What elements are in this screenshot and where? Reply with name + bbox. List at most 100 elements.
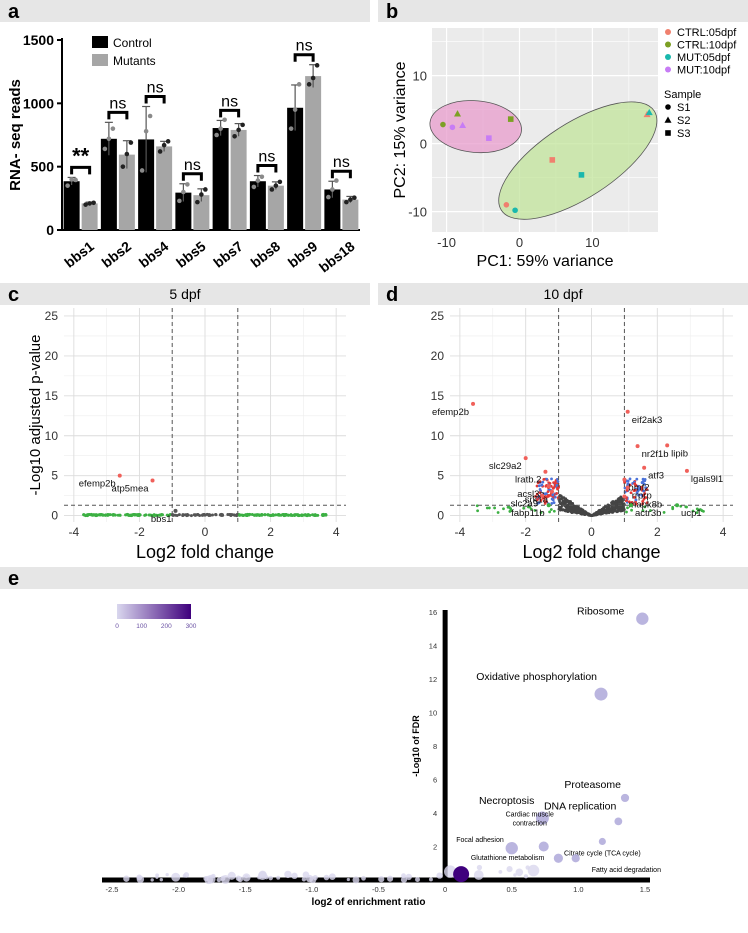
significance-label: ns xyxy=(184,157,201,174)
y-axis-label: RNA- seq reads xyxy=(7,79,24,191)
gene-point xyxy=(671,505,675,509)
bar xyxy=(156,146,173,230)
gene-label: eif2ak3 xyxy=(632,415,663,426)
pathway-bubble xyxy=(323,874,330,881)
gene-point xyxy=(269,514,273,518)
gene-point xyxy=(562,499,566,503)
pathway-label: Proteasome xyxy=(564,779,621,791)
gene-point xyxy=(543,502,547,505)
panel-d-header xyxy=(378,283,748,305)
data-point xyxy=(222,117,227,123)
pathway-bubble xyxy=(244,874,249,879)
gene-point xyxy=(274,513,278,517)
significance-bracket xyxy=(219,108,241,118)
y-tick-label: 14 xyxy=(429,642,437,651)
x-tick-label: bbs8 xyxy=(248,238,284,271)
gene-point xyxy=(642,482,646,486)
gene-point xyxy=(509,507,513,511)
gene-point xyxy=(551,487,555,490)
legend-label: Control xyxy=(113,36,152,50)
gene-point xyxy=(641,509,645,513)
data-point xyxy=(65,183,70,188)
gene-label: acsl3a xyxy=(517,489,545,500)
gene-point xyxy=(233,513,237,517)
x-tick-label: -10 xyxy=(437,235,456,250)
labeled-gene-point xyxy=(642,465,647,470)
data-point xyxy=(195,199,200,205)
data-point xyxy=(334,178,339,183)
gene-point xyxy=(626,479,630,483)
gene-point xyxy=(554,480,558,484)
gene-point xyxy=(557,507,561,511)
gene-point xyxy=(533,508,537,512)
data-point xyxy=(102,146,108,152)
x-tick-label: bbs7 xyxy=(210,238,246,271)
gene-label: nr2f1b xyxy=(642,449,669,460)
gene-point xyxy=(165,513,169,517)
colorbar-tick-label: 100 xyxy=(136,623,147,630)
panel-letter-c: c xyxy=(8,284,19,306)
pathway-bubble xyxy=(378,876,385,883)
legend-label: Mutants xyxy=(113,54,156,68)
pathway-bubble xyxy=(453,866,470,883)
data-point xyxy=(147,113,153,119)
x-tick-label: 2 xyxy=(654,525,661,539)
gene-point xyxy=(537,501,541,505)
significance-label: ns xyxy=(147,80,164,97)
gene-point xyxy=(580,510,584,514)
legend-marker xyxy=(665,130,671,136)
data-point xyxy=(218,126,223,131)
gene-point xyxy=(641,500,645,503)
gene-point xyxy=(214,513,218,517)
gene-point xyxy=(591,513,595,517)
gene-point xyxy=(522,506,526,510)
gene-point xyxy=(158,513,162,517)
gene-label: bmf2 xyxy=(628,483,649,494)
significance-bracket xyxy=(293,53,315,62)
gene-point xyxy=(200,513,204,517)
panel-letter-d: d xyxy=(386,284,398,306)
significance-bracket xyxy=(144,95,166,104)
bar xyxy=(81,203,98,230)
pathway-bubble xyxy=(538,841,549,852)
gene-point xyxy=(240,513,244,517)
pathway-bubble xyxy=(473,870,484,880)
x-tick-label: 0.5 xyxy=(507,885,517,894)
pathway-bubble xyxy=(428,877,433,882)
gene-point xyxy=(493,506,496,510)
x-tick-label: -0.5 xyxy=(372,885,385,894)
gene-point xyxy=(266,513,270,517)
significance-bracket xyxy=(70,165,92,175)
gene-point xyxy=(558,502,562,506)
legend-swatch xyxy=(92,36,108,48)
pca-point xyxy=(578,172,585,178)
gene-label: atf3 xyxy=(648,471,664,482)
colorbar xyxy=(117,604,191,619)
bar xyxy=(138,139,155,230)
gene-point xyxy=(616,498,620,502)
data-point xyxy=(348,197,353,202)
pathway-bubble xyxy=(620,793,630,803)
x-axis-label: PC1: 59% variance xyxy=(477,253,614,270)
y-tick-label: 10 xyxy=(413,69,427,84)
gene-point xyxy=(625,510,628,514)
data-point xyxy=(273,183,279,188)
data-point xyxy=(306,82,312,87)
pathway-bubble xyxy=(352,876,360,884)
gene-point xyxy=(546,494,550,498)
gene-point xyxy=(567,506,571,510)
gene-point xyxy=(545,492,548,495)
gene-point xyxy=(136,514,140,518)
gene-point xyxy=(579,507,583,511)
gene-point xyxy=(293,513,297,517)
y-tick-label: 6 xyxy=(433,776,437,785)
gene-point xyxy=(289,513,293,517)
gene-point xyxy=(628,477,632,481)
bar xyxy=(287,107,304,230)
gene-point xyxy=(644,496,648,499)
gene-point xyxy=(695,511,699,515)
data-point xyxy=(120,164,126,169)
panel-c-title: 5 dpf xyxy=(169,286,200,302)
pathway-bubble xyxy=(123,875,130,882)
legend-swatch xyxy=(92,54,108,66)
